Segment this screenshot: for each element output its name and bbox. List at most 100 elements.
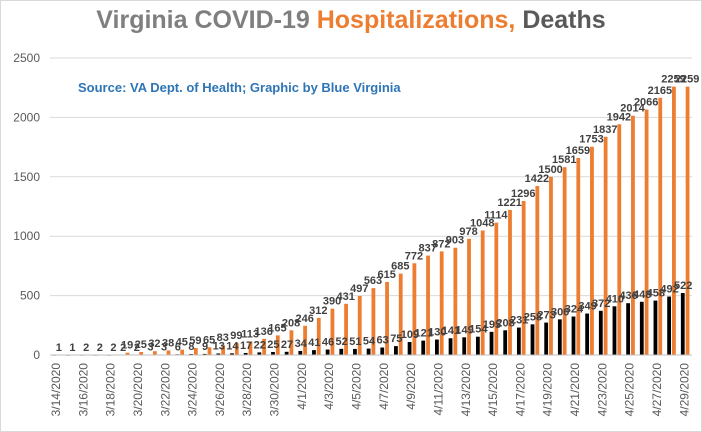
bar-deaths (571, 316, 576, 355)
bar-deaths (667, 296, 672, 355)
data-label-hospitalizations: 1114 (484, 210, 508, 222)
bar-hospitalizations (521, 201, 526, 355)
data-label-hospitalizations: 1837 (593, 124, 617, 136)
data-label-hospitalizations: 65 (203, 334, 215, 346)
data-label-hospitalizations: 59 (189, 335, 201, 347)
x-tick-label: 4/15/2020 (486, 363, 500, 417)
bar-hospitalizations (426, 255, 430, 355)
data-label-deaths: 54 (363, 336, 376, 348)
data-label-deaths: 17 (240, 340, 252, 352)
y-tick-label: 1000 (13, 229, 40, 243)
bar-deaths (353, 348, 357, 355)
bar-deaths (407, 342, 412, 355)
data-label-hospitalizations: 390 (323, 296, 341, 308)
x-tick-label: 4/1/2020 (295, 363, 309, 410)
bar-hospitalizations (125, 352, 130, 355)
bar-hospitalizations (480, 230, 485, 355)
x-tick-label: 4/3/2020 (322, 363, 336, 410)
data-label-hospitalizations: 563 (364, 275, 382, 287)
x-tick-label: 3/24/2020 (186, 363, 200, 417)
data-label-deaths: 195 (483, 319, 501, 331)
bar-deaths (462, 337, 467, 355)
bar-deaths (475, 336, 480, 355)
bar-deaths (284, 351, 289, 355)
bar-deaths (339, 348, 344, 355)
bar-deaths (612, 306, 617, 355)
bar-hospitalizations (535, 186, 540, 355)
bar-hospitalizations (617, 124, 622, 355)
data-label-hospitalizations: 19 (121, 340, 133, 352)
data-label-deaths: 27 (281, 339, 293, 351)
bar-hospitalizations (180, 349, 185, 355)
data-label-deaths: 51 (349, 336, 361, 348)
bar-hospitalizations (631, 115, 635, 355)
bar-deaths (257, 352, 262, 355)
bar-hospitalizations (385, 281, 389, 355)
data-label-deaths: 75 (390, 333, 402, 345)
y-tick-label: 0 (33, 348, 40, 362)
data-label-deaths: 300 (551, 306, 569, 318)
data-label-deaths: 324 (565, 304, 584, 316)
x-tick-label: 3/14/2020 (49, 363, 63, 417)
bar-deaths (530, 324, 535, 355)
data-label-hospitalizations: 2259 (661, 74, 685, 86)
x-tick-label: 4/17/2020 (513, 363, 527, 417)
bar-deaths (680, 292, 685, 355)
data-label-hospitalizations: 2 (97, 342, 103, 354)
x-tick-label: 4/25/2020 (623, 363, 637, 417)
chart-title: Virginia COVID-19 Hospitalizations, Deat… (0, 6, 702, 35)
bar-hospitalizations (193, 347, 198, 355)
bar-hospitalizations (139, 352, 144, 355)
data-label-hospitalizations: 113 (241, 329, 259, 341)
data-label-hospitalizations: 38 (162, 337, 174, 349)
data-label-hospitalizations: 615 (377, 269, 395, 281)
bar-hospitalizations (303, 325, 308, 355)
data-label-deaths: 372 (592, 298, 610, 310)
data-label-hospitalizations: 1 (69, 342, 75, 354)
data-label-deaths: 208 (496, 317, 514, 329)
x-tick-label: 4/5/2020 (350, 363, 364, 410)
data-label-deaths: 410 (606, 293, 624, 305)
x-tick-label: 4/21/2020 (568, 363, 582, 417)
data-label-hospitalizations: 1 (56, 342, 62, 354)
data-label-hospitalizations: 837 (418, 243, 436, 255)
data-label-hospitalizations: 25 (135, 339, 147, 351)
data-label-deaths: 154 (469, 324, 488, 336)
bar-deaths (489, 331, 494, 355)
data-label-hospitalizations: 165 (268, 322, 286, 334)
data-label-deaths: 231 (510, 315, 528, 327)
data-label-deaths: 121 (414, 328, 432, 340)
bar-deaths (271, 352, 275, 355)
bar-hospitalizations (672, 86, 676, 355)
bar-deaths (448, 338, 453, 355)
x-tick-label: 4/7/2020 (377, 363, 391, 410)
data-label-hospitalizations: 1942 (607, 111, 631, 123)
bar-hospitalizations (330, 308, 335, 355)
bar-hospitalizations (590, 146, 594, 355)
x-tick-label: 4/13/2020 (459, 363, 473, 417)
data-label-deaths: 436 (619, 290, 637, 302)
x-tick-label: 3/22/2020 (158, 363, 172, 417)
data-label-deaths: 522 (674, 280, 692, 292)
bar-deaths (639, 301, 644, 355)
data-label-hospitalizations: 1422 (525, 173, 549, 185)
bar-hospitalizations (316, 317, 321, 355)
data-label-hospitalizations: 99 (230, 330, 242, 342)
y-tick-label: 500 (20, 289, 40, 303)
data-label-hospitalizations: 1581 (552, 154, 576, 166)
title-part-deaths: Deaths (515, 6, 606, 34)
title-part-hospitalizations: Hospitalizations, (316, 6, 516, 34)
data-label-hospitalizations: 1753 (579, 134, 603, 146)
data-label-hospitalizations: 2259 (675, 74, 699, 86)
data-label-deaths: 2 (120, 342, 126, 354)
bar-hospitalizations (207, 347, 212, 355)
x-tick-label: 4/29/2020 (677, 363, 691, 417)
bar-hospitalizations (371, 288, 376, 355)
x-tick-label: 3/16/2020 (76, 363, 90, 417)
bar-hospitalizations (549, 176, 553, 355)
data-label-deaths: 130 (428, 327, 446, 339)
data-label-hospitalizations: 497 (350, 283, 368, 295)
bar-hospitalizations (234, 343, 239, 355)
bar-deaths (312, 350, 316, 355)
